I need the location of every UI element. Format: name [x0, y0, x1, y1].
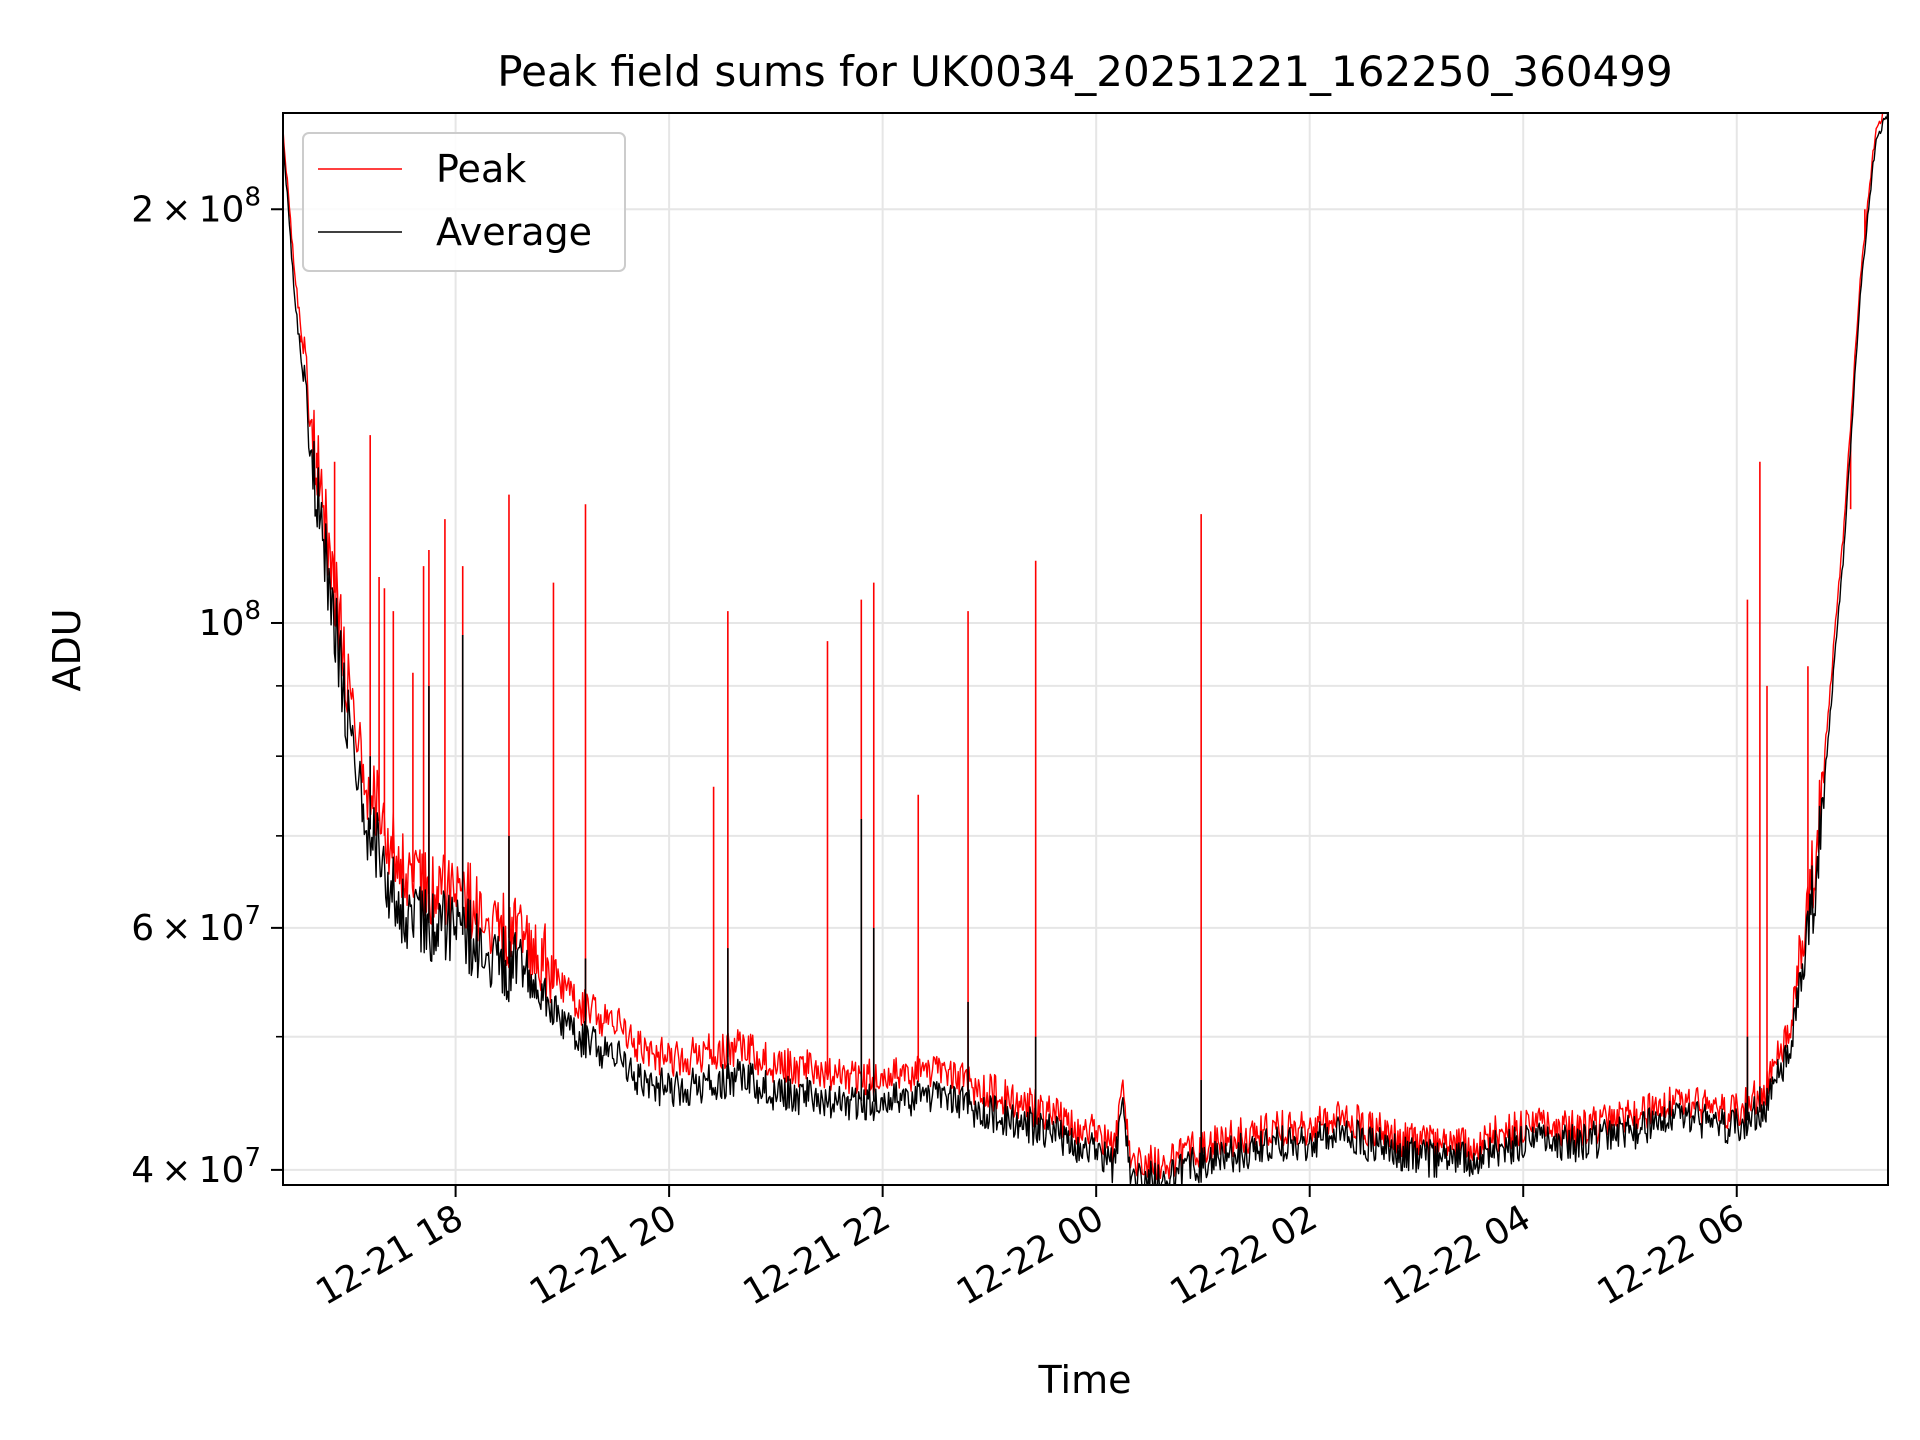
series-layer — [283, 113, 1888, 1185]
plot-area — [282, 112, 1889, 1186]
legend-box — [302, 132, 626, 272]
series-line-average — [283, 113, 1888, 1185]
grid — [283, 113, 1888, 1185]
y-tick-label: 108 — [199, 596, 261, 644]
plot-frame — [282, 112, 1889, 1186]
series-line-peak — [283, 113, 1884, 1181]
y-axis-label: ADU — [45, 608, 89, 691]
y-tick-label: 2 × 108 — [131, 182, 261, 230]
legend-label-average: Average — [436, 210, 592, 254]
legend: Peak Average — [302, 132, 626, 272]
y-tick-label: 4 × 107 — [131, 1143, 261, 1191]
y-tick-label: 6 × 107 — [131, 901, 261, 949]
x-axis-label: Time — [1038, 1358, 1132, 1402]
y-axis: 4 × 107 6 × 107 108 2 × 108 — [131, 182, 283, 1191]
chart-title: Peak field sums for UK0034_20251221_1622… — [497, 47, 1672, 96]
legend-label-peak: Peak — [436, 147, 526, 191]
plot-background — [283, 113, 1888, 1185]
